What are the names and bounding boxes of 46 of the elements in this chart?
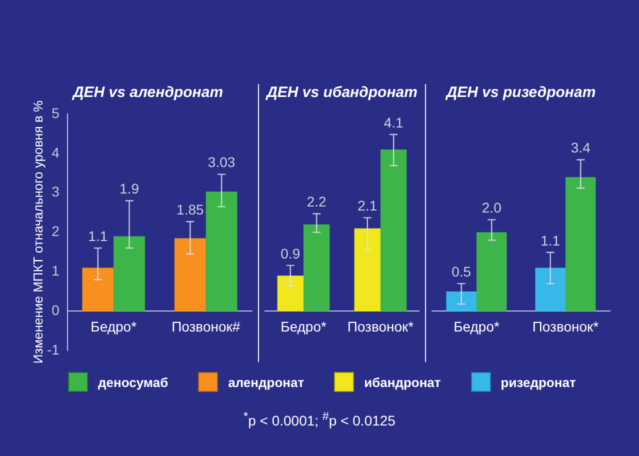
bar	[566, 177, 596, 312]
y-tick-label: 0	[52, 302, 60, 318]
chart-title: ДЕН vs ризедронат	[444, 84, 596, 102]
y-tick-label: 3	[52, 184, 60, 200]
data-label: 1.85	[176, 202, 204, 218]
y-tick-label: 4	[52, 144, 60, 160]
legend-label: алендронат	[228, 374, 304, 390]
bar	[174, 238, 206, 312]
bar	[206, 192, 238, 312]
x-tick-label: Бедро*	[280, 318, 327, 334]
text: $^{*}$p < 0.0001; $^{#}$p < 0.0125	[242, 410, 396, 429]
x-tick-label: Позвонок*	[532, 318, 600, 334]
legend-label: ризедронат	[500, 374, 576, 390]
bar	[535, 268, 566, 312]
y-tick-label: -1	[46, 341, 60, 358]
y-axis-title: Изменение МПКТ отначального уровня в %	[30, 100, 46, 364]
bar	[354, 228, 380, 312]
bar	[380, 149, 407, 312]
data-label: 2.0	[482, 200, 502, 216]
y-tick-label: 2	[52, 223, 60, 240]
y-tick-label: 1	[52, 262, 60, 279]
data-label: 3.03	[208, 154, 236, 170]
x-tick-label: Бедро*	[90, 318, 138, 334]
chart-title: ДЕН vs алендронат	[70, 84, 224, 102]
data-label: 0.9	[280, 245, 300, 262]
data-label: 1.9	[120, 180, 140, 197]
data-label: 1.1	[540, 232, 560, 248]
x-tick-label: Позвонок*	[347, 318, 414, 334]
legend-label: ибандронат	[364, 374, 441, 390]
bar	[82, 268, 114, 312]
bar	[114, 236, 145, 312]
data-label: 0.5	[452, 263, 472, 280]
x-tick-label: Позвонок#	[172, 318, 240, 334]
legend-label: деносумаб	[98, 374, 168, 390]
y-tick-label: 5	[52, 104, 60, 121]
bar	[277, 276, 304, 312]
x-tick-label: Бедро*	[454, 318, 500, 334]
bar	[304, 224, 330, 312]
data-label: 3.4	[570, 140, 591, 156]
data-label: 2.2	[306, 194, 327, 210]
bar	[476, 232, 507, 312]
data-label: 1.1	[88, 228, 108, 244]
data-label: 2.1	[358, 198, 378, 214]
data-label: 4.1	[384, 114, 404, 130]
bar	[446, 291, 476, 312]
chart-title: ДЕН vs ибандронат	[264, 84, 418, 102]
